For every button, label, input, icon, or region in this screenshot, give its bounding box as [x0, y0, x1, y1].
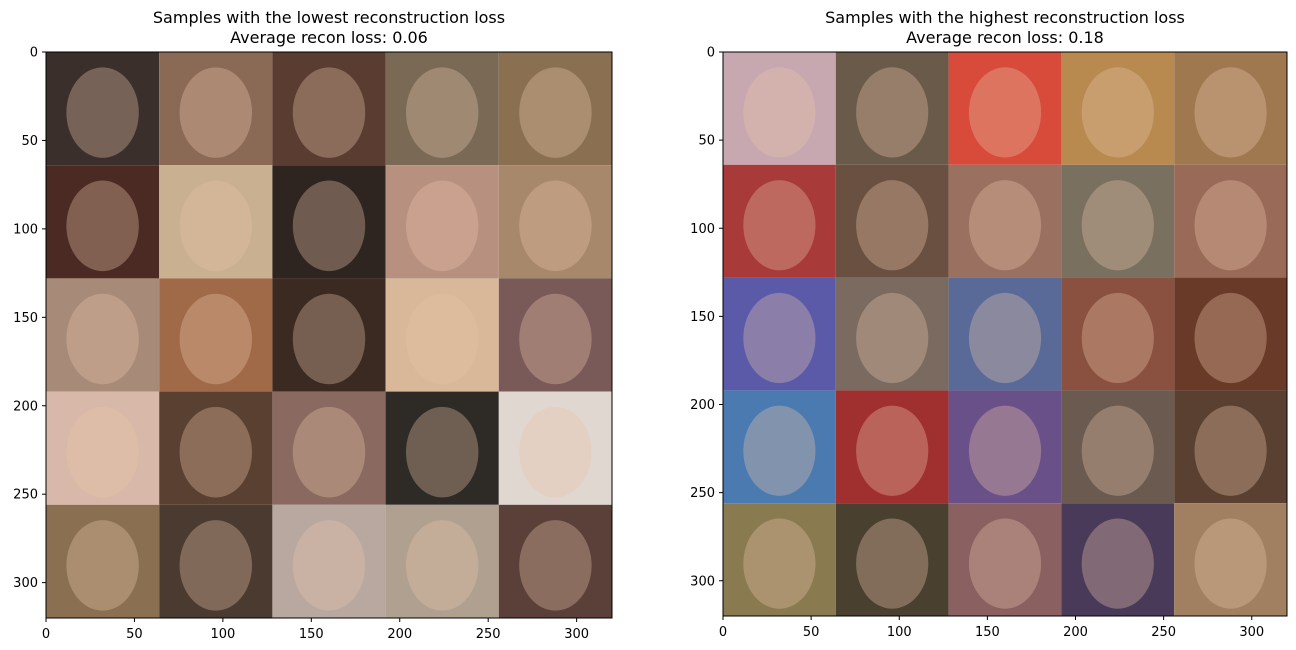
right-face-tile: [723, 164, 836, 278]
left-x-tick-label: 0: [42, 627, 50, 642]
left-face-tile: [385, 52, 499, 166]
left-x-tick-label: 200: [387, 627, 412, 642]
right-axes: 0 50 100 150 200 250 300 0 50 100 150 200 250 300: [690, 46, 1288, 640]
right-face-tile: [1061, 277, 1175, 391]
left-axes: 0 50 100 150 200 250 300 0 50 100 150 200 250 300: [13, 46, 613, 642]
left-x-tick-label: 50: [126, 627, 143, 642]
right-x-tick-label: 150: [975, 625, 1000, 640]
left-face-tile: [498, 278, 612, 392]
right-y-tick-label: 200: [690, 398, 715, 413]
left-y-tick-label: 200: [13, 399, 38, 414]
left-face-tile: [272, 391, 386, 505]
right-face-tile: [835, 503, 949, 616]
left-face-tile: [159, 52, 273, 166]
left-y-tick-label: 300: [13, 576, 38, 591]
right-y-tick-label: 150: [690, 310, 715, 325]
left-y-tick-label: 0: [30, 46, 38, 61]
left-axes-frame: [45, 51, 613, 619]
left-face-tile: [159, 504, 273, 618]
right-face-tile: [835, 52, 949, 165]
right-y-tick-label: 100: [690, 222, 715, 237]
right-face-tile: [1174, 277, 1287, 391]
right-x-tick-label: 300: [1239, 625, 1264, 640]
left-face-tile: [46, 278, 160, 392]
right-title-line1: Samples with the highest reconstruction …: [825, 8, 1185, 27]
right-face-tile: [948, 164, 1062, 278]
left-y-tick-label: 50: [21, 134, 38, 149]
right-y-tick-label: 250: [690, 486, 715, 501]
right-face-tile: [1061, 164, 1175, 278]
left-face-tile: [46, 165, 160, 279]
left-title-line1: Samples with the lowest reconstruction l…: [152, 8, 506, 27]
right-face-tile: [723, 503, 836, 616]
right-y-tick-label: 300: [690, 574, 715, 589]
right-face-tile: [723, 390, 836, 504]
right-y-tick-label: 0: [707, 46, 715, 61]
left-face-tile: [159, 278, 273, 392]
right-y-tick-label: 50: [698, 134, 715, 149]
right-face-tile: [835, 164, 949, 278]
left-face-tile: [46, 52, 160, 166]
right-panel-title: Samples with the highest reconstruction …: [723, 8, 1287, 48]
left-face-tile: [46, 391, 160, 505]
left-x-tick-label: 250: [476, 627, 501, 642]
left-face-tile: [498, 391, 612, 505]
right-face-tile: [1174, 503, 1287, 616]
right-face-tile: [948, 503, 1062, 616]
right-face-tile: [835, 390, 949, 504]
left-face-tile: [385, 278, 499, 392]
right-face-tile: [835, 277, 949, 391]
left-face-tile: [385, 504, 499, 618]
right-face-tile: [948, 52, 1062, 165]
left-y-tick-label: 150: [13, 311, 38, 326]
left-y-tick-label: 250: [13, 488, 38, 503]
right-face-tile: [1061, 52, 1175, 165]
right-face-tile: [948, 390, 1062, 504]
left-x-tick-label: 100: [210, 627, 235, 642]
left-face-tile: [272, 504, 386, 618]
left-face-tile: [498, 165, 612, 279]
left-y-tick-label: 100: [13, 222, 38, 237]
right-axes-frame: [722, 51, 1288, 617]
left-face-tile: [498, 504, 612, 618]
left-title-line2: Average recon loss: 0.06: [230, 28, 428, 47]
right-face-tile: [1174, 52, 1287, 165]
right-face-tile: [723, 52, 836, 165]
left-face-tile: [46, 504, 160, 618]
left-face-tile: [272, 165, 386, 279]
right-x-tick-label: 100: [887, 625, 912, 640]
left-x-tick-label: 150: [299, 627, 324, 642]
left-panel-title: Samples with the lowest reconstruction l…: [46, 8, 612, 48]
right-face-tile: [1061, 503, 1175, 616]
left-face-tile: [272, 52, 386, 166]
left-face-tile: [159, 165, 273, 279]
right-face-tile: [1174, 390, 1287, 504]
left-face-tile: [159, 391, 273, 505]
left-face-tile: [385, 165, 499, 279]
right-face-tile: [1174, 164, 1287, 278]
right-x-tick-label: 50: [803, 625, 820, 640]
left-face-tile: [385, 391, 499, 505]
right-face-tile: [723, 277, 836, 391]
left-face-tile: [498, 52, 612, 166]
right-x-tick-label: 200: [1063, 625, 1088, 640]
right-face-tile: [1061, 390, 1175, 504]
right-x-tick-label: 0: [719, 625, 727, 640]
right-face-tile: [948, 277, 1062, 391]
left-face-tile: [272, 278, 386, 392]
left-x-tick-label: 300: [564, 627, 589, 642]
right-title-line2: Average recon loss: 0.18: [906, 28, 1104, 47]
right-x-tick-label: 250: [1151, 625, 1176, 640]
